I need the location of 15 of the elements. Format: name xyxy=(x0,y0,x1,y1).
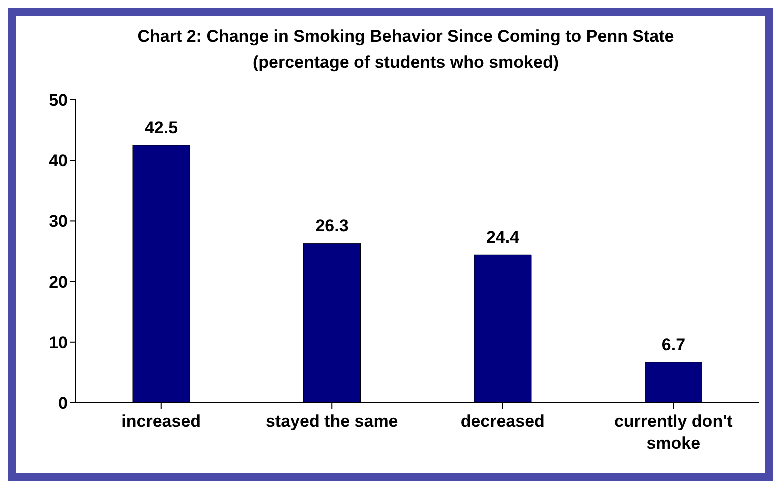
x-tick-label: currently don't smoke xyxy=(614,412,734,453)
y-tick-label: 40 xyxy=(49,152,68,171)
y-tick-label: 10 xyxy=(49,333,68,352)
data-label: 42.5 xyxy=(144,118,178,138)
data-label: 24.4 xyxy=(486,228,520,248)
x-tick-label: increased xyxy=(122,412,202,431)
y-tick-label: 50 xyxy=(49,91,68,110)
chart-title: Chart 2: Change in Smoking Behavior Since Coming to Penn State (percentage of students who smoked) xyxy=(136,26,676,74)
y-tick-label: 20 xyxy=(49,272,68,292)
data-label: 26.3 xyxy=(316,216,349,236)
data-label: 6.7 xyxy=(662,335,686,354)
y-tick-label: 0 xyxy=(58,394,68,414)
x-tick-label: decreased xyxy=(460,412,545,431)
x-tick-label: stayed the same xyxy=(266,412,398,431)
y-tick-label: 30 xyxy=(49,212,68,232)
